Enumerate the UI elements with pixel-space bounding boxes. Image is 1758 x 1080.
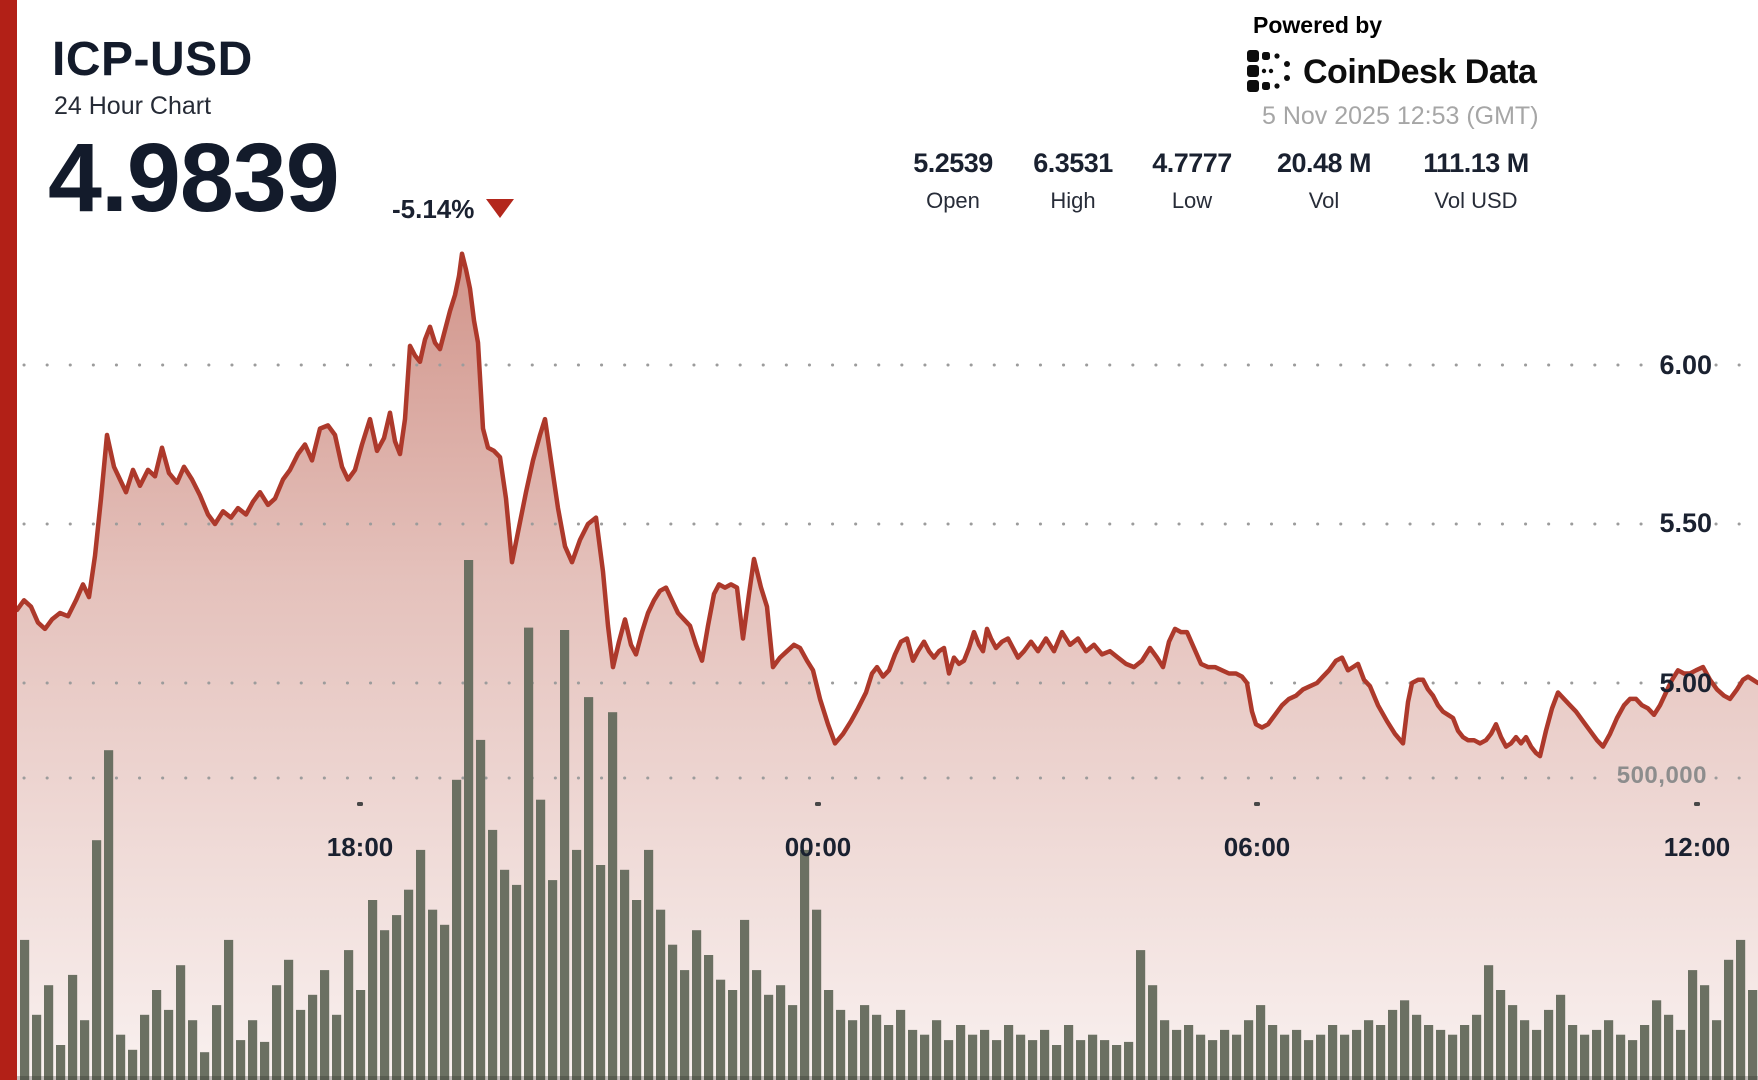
powered-by-label: Powered by: [1253, 12, 1383, 38]
price-down-icon: [486, 199, 514, 218]
brand-name: CoinDesk Data: [1303, 52, 1537, 91]
stat-volume-usd: 111.13 M Vol USD: [1423, 148, 1529, 214]
timestamp: 5 Nov 2025 12:53 (GMT): [1262, 102, 1539, 130]
symbol-title: ICP-USD: [52, 33, 253, 86]
price-change: -5.14%: [392, 194, 475, 224]
stat-label: Open: [926, 188, 980, 213]
stat-label: Low: [1171, 188, 1213, 213]
volume-axis-label: 500,000: [1616, 762, 1707, 789]
time-axis-label-18-00: 18:00: [326, 832, 394, 862]
stat-value: 20.48 M: [1276, 148, 1372, 178]
stat-value: 5.2539: [913, 148, 993, 178]
coindesk-logo-icon: [1247, 50, 1290, 92]
time-axis-label-06-00: 06:00: [1223, 832, 1291, 862]
price-axis-label-6-00: 6.00: [1659, 350, 1712, 380]
price-axis-label-5-00: 5.00: [1659, 668, 1712, 698]
stat-volume: 20.48 M Vol: [1276, 148, 1372, 214]
coindesk-logo: CoinDesk Data: [1247, 50, 1537, 94]
stat-value: 111.13 M: [1423, 148, 1529, 178]
stat-open: 5.2539 Open: [913, 148, 993, 214]
stat-value: 4.7777: [1152, 148, 1232, 178]
stat-value: 6.3531: [1033, 148, 1113, 178]
stat-label: Vol USD: [1434, 188, 1518, 213]
stat-low: 4.7777 Low: [1152, 148, 1232, 214]
stat-high: 6.3531 High: [1033, 148, 1113, 214]
stat-label: High: [1050, 188, 1096, 213]
accent-bar: [0, 0, 17, 1080]
time-axis-label-00-00: 00:00: [784, 832, 852, 862]
stat-label: Vol: [1308, 188, 1340, 213]
chart-subtitle: 24 Hour Chart: [54, 92, 212, 120]
price-axis-label-5-50: 5.50: [1659, 508, 1712, 538]
current-price: 4.9839: [48, 123, 340, 232]
time-axis-label-12-00: 12:00: [1663, 832, 1731, 862]
